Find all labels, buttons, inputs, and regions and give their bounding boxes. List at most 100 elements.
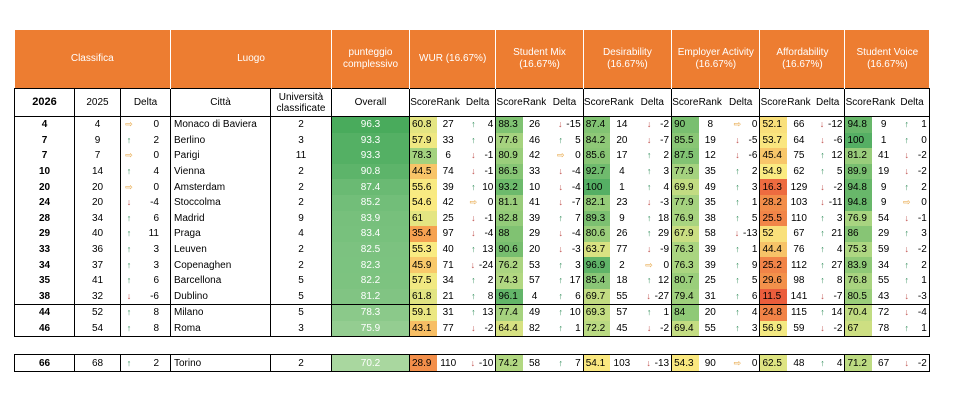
metric-rank: 27 (442, 119, 454, 131)
rank-2025: 34 (74, 210, 121, 227)
metric-rank: 29 (528, 228, 541, 240)
arrow-down-icon: ↓ (820, 197, 825, 208)
rank-2025: 7 (74, 148, 121, 164)
arrow-up-icon: ↑ (646, 181, 652, 192)
overall-score: 85.2 (331, 194, 410, 211)
rank-delta: ⇨ 0 (120, 116, 171, 133)
arrow-down-icon: ↓ (735, 134, 740, 145)
overall-score: 81.2 (331, 288, 410, 306)
subheader-overall: Overall (331, 88, 410, 117)
metric-rank: 39 (528, 212, 541, 224)
metric-delta: ↑ 6 (546, 288, 584, 306)
metric-delta-value: 7 (575, 357, 581, 369)
metric-score: 88 (495, 226, 523, 242)
metric-rank: 48 (786, 354, 811, 372)
metric-delta: ↓ -2 (895, 241, 930, 258)
metric-rank: 58 (522, 354, 547, 372)
metric-score: 89.3 (583, 210, 611, 227)
metric-delta: ↓ -2 (810, 320, 846, 338)
arrow-up-icon: ↑ (126, 307, 132, 318)
metric-score: 67 (844, 320, 872, 338)
subheader-score: Score (671, 88, 699, 117)
metric-rank: 59 (786, 320, 811, 338)
arrow-up-icon: ↑ (126, 212, 132, 223)
metric-rank: 39 (442, 181, 454, 193)
rank-2026: 10 (14, 163, 75, 180)
metric-score: 80.9 (495, 148, 523, 164)
metric-delta: ↑ 3 (895, 226, 930, 242)
subheader-rank: Rank (786, 88, 811, 117)
metric-delta: ↑ 1 (895, 116, 930, 133)
metric-score: 71.2 (844, 354, 872, 372)
arrow-down-icon: ↓ (558, 181, 563, 192)
metric-score: 69.4 (671, 320, 699, 338)
metric-delta-value: 12 (831, 150, 843, 162)
metric-delta: ↓ -2 (633, 116, 673, 133)
metric-rank: 129 (790, 181, 808, 193)
overall-score: 96.3 (331, 116, 410, 133)
rank-delta-value: 0 (153, 181, 159, 193)
rank-2026: 7 (14, 132, 75, 149)
arrow-up-icon: ↑ (126, 134, 132, 145)
metric-score: 57.5 (409, 272, 437, 289)
header-classifica: Classifica (14, 30, 171, 89)
city-name: Torino (170, 354, 271, 372)
metric-delta-value: -6 (748, 150, 758, 162)
metric-delta-value: -4 (484, 228, 494, 240)
city-name: Dublino (170, 288, 271, 306)
metric-rank: 34 (442, 275, 454, 287)
arrow-up-icon: ↑ (904, 323, 910, 334)
arrow-down-icon: ↓ (735, 150, 740, 161)
table-row: 7 9 ↑ 2 Berlino 3 93.3 57.9 33 ↑ 0 77.6 46 ↑ 5 84.2 20 ↓ -… (14, 132, 930, 149)
metric-score: 52 (759, 226, 787, 242)
arrow-up-icon: ↑ (471, 290, 476, 301)
rank-2026: 38 (14, 288, 75, 306)
rank-2025: 32 (74, 288, 121, 306)
arrow-down-icon: ↓ (646, 197, 652, 208)
metric-delta: ↑ 4 (810, 241, 846, 258)
metric-delta: ↑ 14 (810, 304, 846, 321)
rank-2026: 35 (14, 272, 75, 289)
metric-delta-value: -2 (660, 323, 670, 335)
metric-score: 61 (409, 210, 437, 227)
subheader-row: 2026 2025 Delta Città Università classificate… (14, 88, 930, 117)
city-name: Stoccolma (170, 194, 271, 211)
arrow-up-icon: ↑ (558, 212, 563, 223)
header-affordability: Affordability (16.67%) (759, 30, 845, 89)
metric-delta-value: -4 (571, 181, 581, 193)
metric-delta: ↑ 13 (459, 241, 497, 258)
metric-delta-value: 0 (487, 134, 494, 146)
metric-rank: 23 (616, 197, 628, 209)
metric-delta-value: 3 (921, 228, 927, 240)
metric-delta-value: 1 (751, 197, 758, 209)
metric-delta-value: -3 (660, 197, 670, 209)
metric-rank: 115 (790, 307, 807, 319)
spacer-cell (15, 337, 930, 355)
arrow-down-icon: ↓ (646, 323, 652, 334)
metric-delta: ↓ -7 (546, 194, 584, 211)
city-name: Copenaghen (170, 257, 271, 273)
city-name: Monaco di Baviera (170, 116, 271, 133)
subheader-rank: Rank (436, 88, 460, 117)
rank-delta: ↑ 8 (120, 304, 171, 321)
metric-score: 90 (671, 116, 699, 133)
table-row: 44 52 ↑ 8 Milano 5 78.3 59.1 31 ↑ 13 77.4 49 ↑ 10 69.3 5… (14, 304, 930, 321)
metric-delta-value: -3 (571, 244, 581, 256)
metric-score: 64.4 (495, 320, 523, 338)
metric-score: 35.4 (409, 226, 437, 242)
metric-delta: ↓ -9 (633, 241, 673, 258)
metric-rank: 8 (707, 119, 714, 131)
metric-delta-value: 4 (836, 244, 843, 256)
arrow-down-icon: ↓ (471, 228, 476, 239)
metric-delta: ↑ 3 (721, 320, 761, 338)
city-name: Madrid (170, 210, 271, 227)
arrow-down-icon: ↓ (904, 244, 910, 255)
metric-score: 76.8 (844, 272, 872, 289)
arrow-up-icon: ↑ (820, 228, 825, 239)
metric-delta-value: -2 (833, 323, 843, 335)
metric-score: 89.9 (844, 163, 872, 180)
metric-rank: 4 (522, 288, 547, 306)
rank-delta-value: -4 (150, 197, 159, 209)
metric-score: 55.6 (409, 179, 437, 195)
metric-delta: ↑ 2 (633, 148, 673, 164)
